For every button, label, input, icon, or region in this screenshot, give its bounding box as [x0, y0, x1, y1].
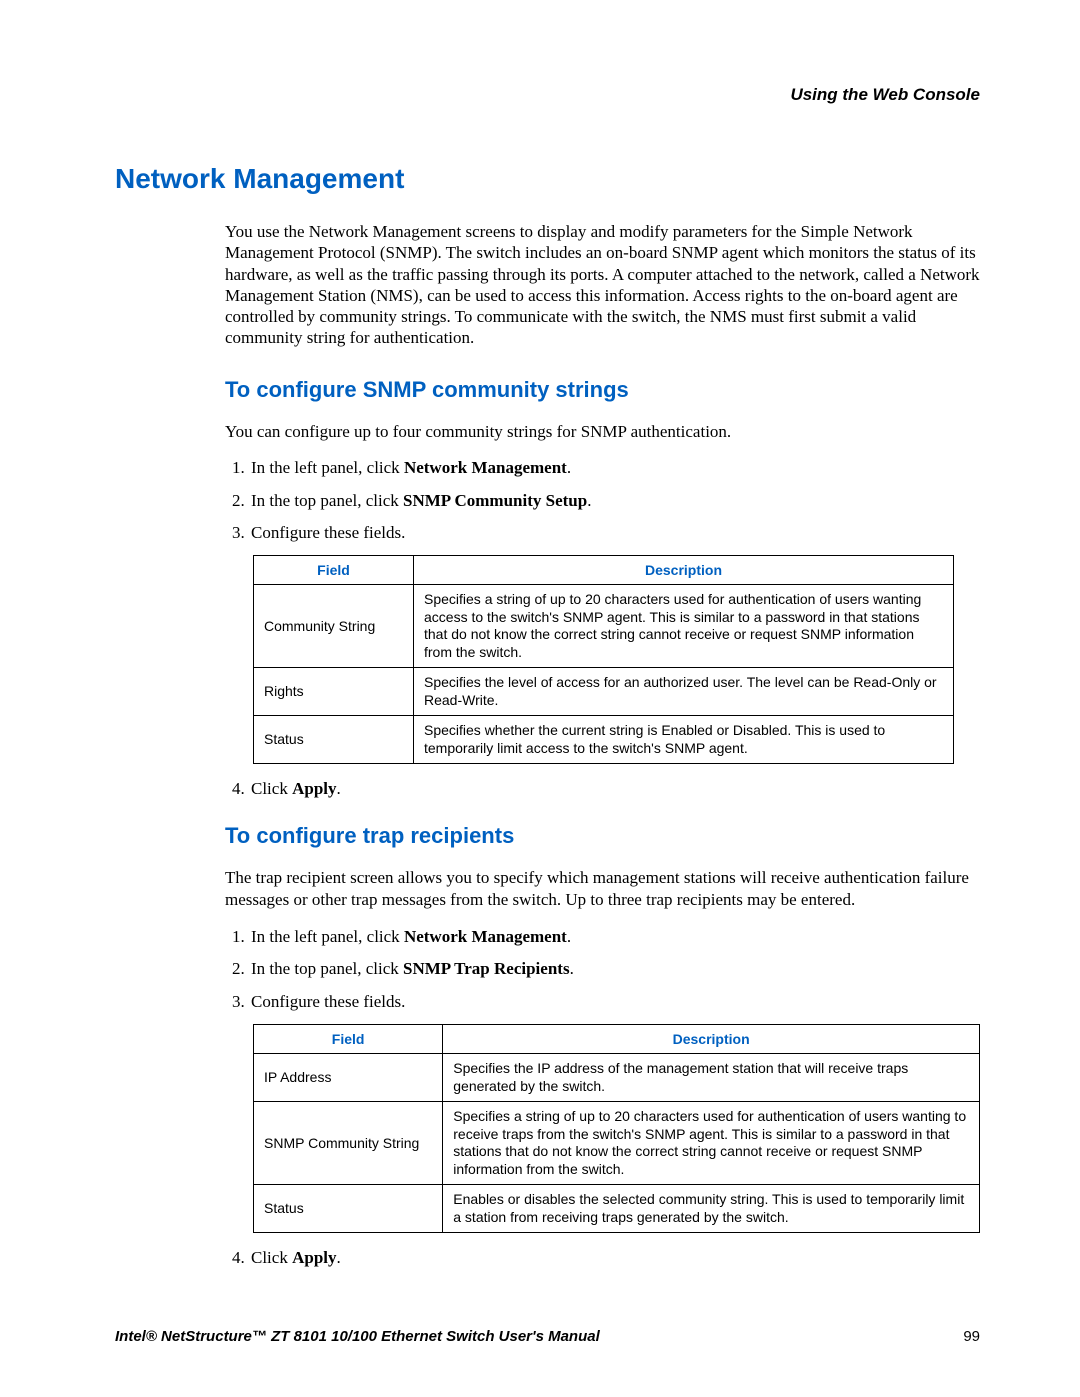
- table-row: Status Enables or disables the selected …: [254, 1185, 980, 1233]
- step-text: In the left panel, click: [251, 458, 404, 477]
- table-cell-field: Status: [254, 716, 414, 764]
- table-cell-desc: Specifies whether the current string is …: [414, 716, 954, 764]
- list-item: Click Apply.: [249, 1247, 980, 1270]
- table-snmp-fields: Field Description Community String Speci…: [253, 555, 954, 764]
- step-bold: Apply: [292, 779, 336, 798]
- table-header-description: Description: [443, 1025, 980, 1054]
- table-header-description: Description: [414, 556, 954, 585]
- table-cell-field: Status: [254, 1185, 443, 1233]
- step-text: .: [570, 959, 574, 978]
- step-text: Click: [251, 1248, 292, 1267]
- table-row: IP Address Specifies the IP address of t…: [254, 1054, 980, 1102]
- step-bold: SNMP Community Setup: [403, 491, 587, 510]
- trap-steps-cont: Click Apply.: [225, 1247, 980, 1270]
- table-cell-desc: Specifies the level of access for an aut…: [414, 668, 954, 716]
- footer-title: Intel® NetStructure™ ZT 8101 10/100 Ethe…: [115, 1328, 600, 1345]
- table-cell-field: Rights: [254, 668, 414, 716]
- step-bold: Network Management: [404, 927, 567, 946]
- table-row: Community String Specifies a string of u…: [254, 585, 954, 668]
- list-item: Configure these fields.: [249, 522, 980, 545]
- heading-1: Network Management: [115, 163, 980, 195]
- table-cell-desc: Specifies the IP address of the manageme…: [443, 1054, 980, 1102]
- intro-paragraph: You use the Network Management screens t…: [225, 221, 980, 349]
- page-header: Using the Web Console: [115, 85, 980, 105]
- table-row: Rights Specifies the level of access for…: [254, 668, 954, 716]
- snmp-steps-cont: Click Apply.: [225, 778, 980, 801]
- step-text: .: [567, 927, 571, 946]
- step-bold: SNMP Trap Recipients: [403, 959, 570, 978]
- table-header-field: Field: [254, 556, 414, 585]
- table-header-field: Field: [254, 1025, 443, 1054]
- step-text: .: [337, 779, 341, 798]
- trap-steps: In the left panel, click Network Managem…: [225, 926, 980, 1015]
- list-item: In the top panel, click SNMP Trap Recipi…: [249, 958, 980, 981]
- snmp-steps: In the left panel, click Network Managem…: [225, 457, 980, 546]
- table-cell-field: IP Address: [254, 1054, 443, 1102]
- table-cell-desc: Enables or disables the selected communi…: [443, 1185, 980, 1233]
- footer-page-number: 99: [963, 1328, 980, 1345]
- page-footer: Intel® NetStructure™ ZT 8101 10/100 Ethe…: [115, 1328, 980, 1345]
- table-row: Status Specifies whether the current str…: [254, 716, 954, 764]
- table-cell-field: Community String: [254, 585, 414, 668]
- list-item: In the top panel, click SNMP Community S…: [249, 490, 980, 513]
- step-text: .: [567, 458, 571, 477]
- step-text: In the top panel, click: [251, 491, 403, 510]
- table-cell-desc: Specifies a string of up to 20 character…: [414, 585, 954, 668]
- step-bold: Apply: [292, 1248, 336, 1267]
- heading-snmp: To configure SNMP community strings: [225, 377, 980, 403]
- step-bold: Network Management: [404, 458, 567, 477]
- list-item: Click Apply.: [249, 778, 980, 801]
- table-row: SNMP Community String Specifies a string…: [254, 1102, 980, 1185]
- list-item: In the left panel, click Network Managem…: [249, 926, 980, 949]
- step-text: .: [337, 1248, 341, 1267]
- step-text: In the left panel, click: [251, 927, 404, 946]
- step-text: In the top panel, click: [251, 959, 403, 978]
- trap-paragraph: The trap recipient screen allows you to …: [225, 867, 980, 911]
- list-item: In the left panel, click Network Managem…: [249, 457, 980, 480]
- list-item: Configure these fields.: [249, 991, 980, 1014]
- step-text: .: [587, 491, 591, 510]
- snmp-paragraph: You can configure up to four community s…: [225, 421, 980, 443]
- table-cell-desc: Specifies a string of up to 20 character…: [443, 1102, 980, 1185]
- table-cell-field: SNMP Community String: [254, 1102, 443, 1185]
- heading-trap: To configure trap recipients: [225, 823, 980, 849]
- step-text: Click: [251, 779, 292, 798]
- table-trap-fields: Field Description IP Address Specifies t…: [253, 1024, 980, 1233]
